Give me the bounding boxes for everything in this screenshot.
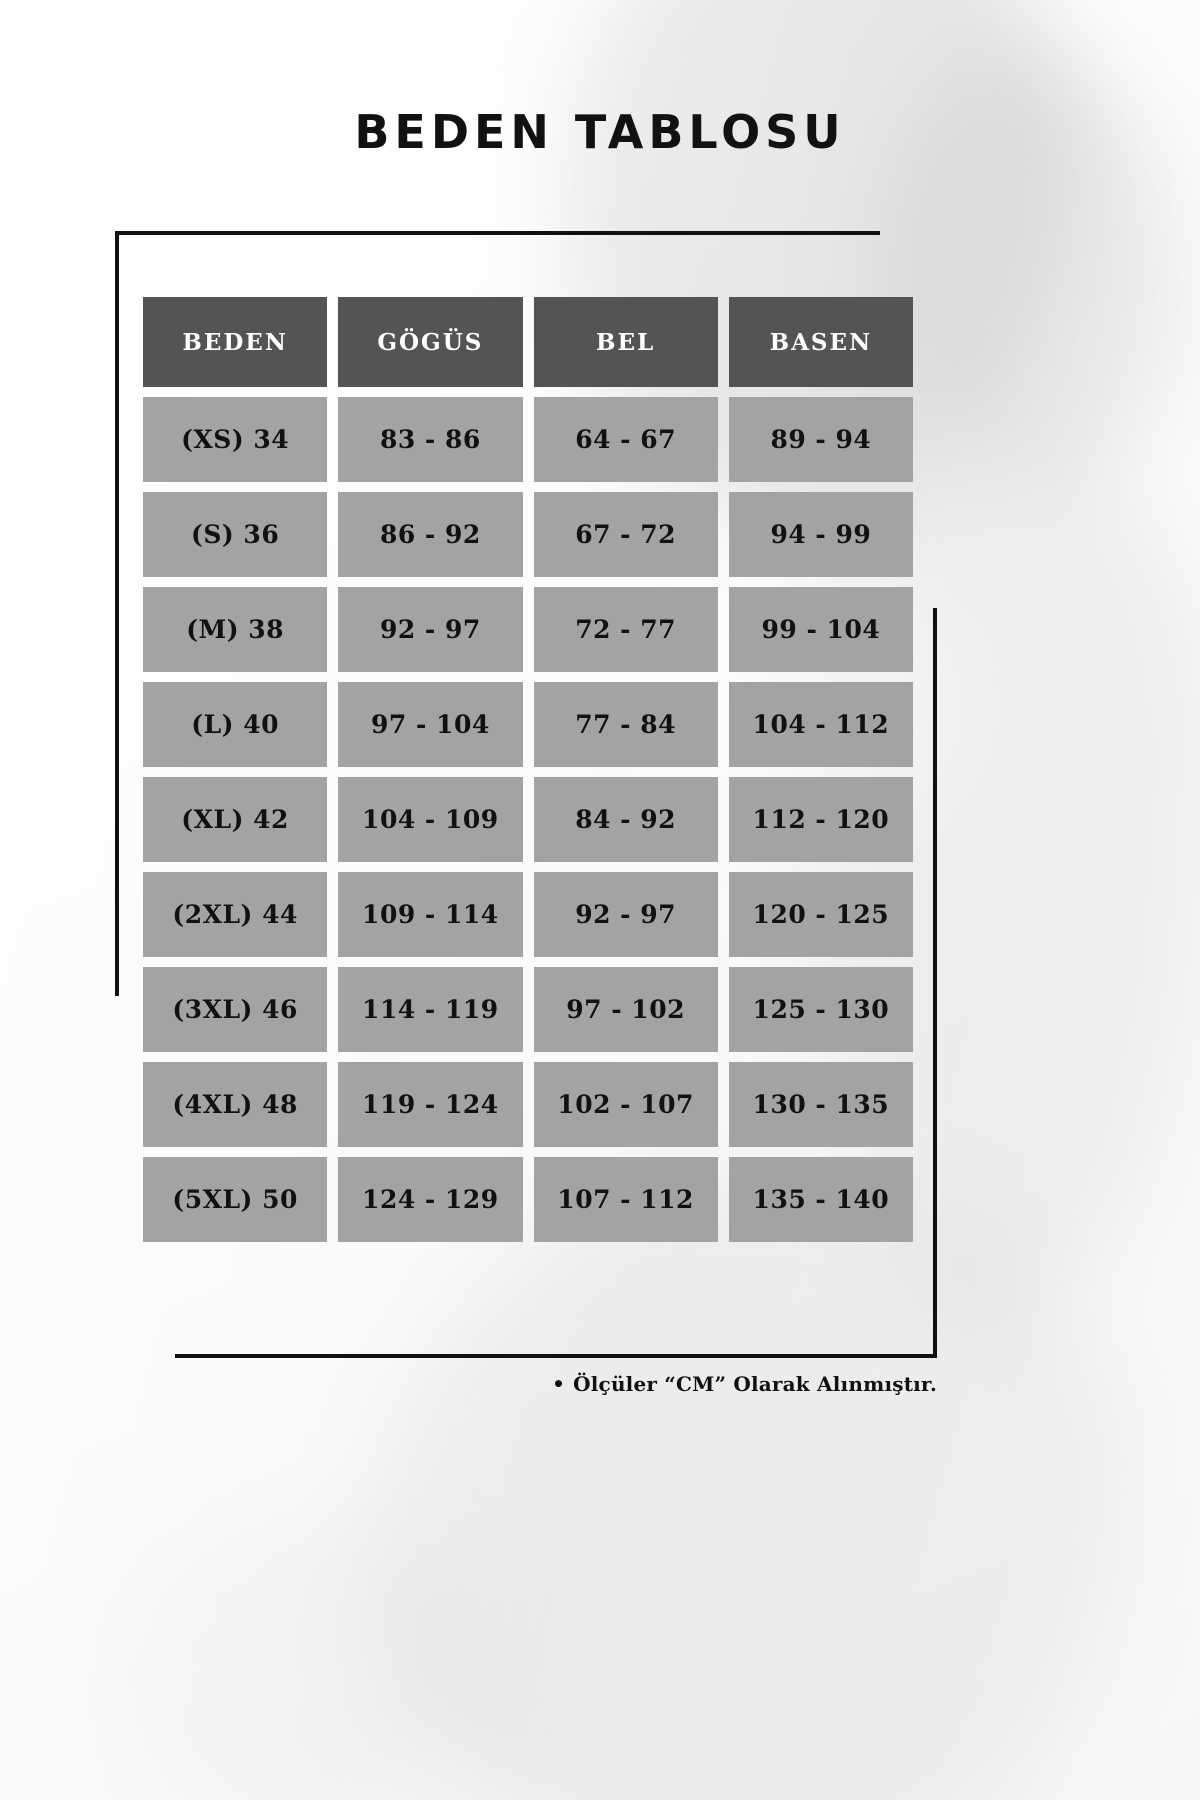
cell-bel: 64 - 67 [533, 397, 718, 482]
table-row: (5XL) 50 124 - 129 107 - 112 135 - 140 [143, 1157, 913, 1242]
table-row: (S) 36 86 - 92 67 - 72 94 - 99 [143, 492, 913, 577]
cell-bel: 67 - 72 [533, 492, 718, 577]
background-blur-shape [360, 1180, 1120, 1800]
cell-bel: 107 - 112 [533, 1157, 718, 1242]
cell-basen: 130 - 135 [728, 1062, 913, 1147]
cell-gogus: 92 - 97 [338, 587, 523, 672]
bracket-top-rule [115, 231, 880, 235]
cell-gogus: 119 - 124 [338, 1062, 523, 1147]
bracket-bottom-rule [175, 1354, 937, 1358]
cell-gogus: 97 - 104 [338, 682, 523, 767]
bracket-left-rule [115, 231, 119, 996]
cell-basen: 120 - 125 [728, 872, 913, 957]
cell-beden: (L) 40 [143, 682, 328, 767]
table-row: (XS) 34 83 - 86 64 - 67 89 - 94 [143, 397, 913, 482]
cell-bel: 92 - 97 [533, 872, 718, 957]
page-title: BEDEN TABLOSU [354, 105, 846, 159]
cell-gogus: 124 - 129 [338, 1157, 523, 1242]
column-header-gogus: GÖGÜS [338, 297, 523, 387]
table-row: (4XL) 48 119 - 124 102 - 107 130 - 135 [143, 1062, 913, 1147]
column-header-basen: BASEN [728, 297, 913, 387]
column-header-beden: BEDEN [143, 297, 328, 387]
bracket-right-rule [933, 608, 937, 1358]
cell-beden: (3XL) 46 [143, 967, 328, 1052]
unit-note-text: Ölçüler “CM” Olarak Alınmıştır. [573, 1372, 937, 1396]
cell-beden: (XL) 42 [143, 777, 328, 862]
background-blur-shape [120, 1520, 480, 1800]
cell-basen: 94 - 99 [728, 492, 913, 577]
background-blur-shape [250, 40, 510, 300]
bullet-icon: • [552, 1372, 566, 1396]
table-row: (2XL) 44 109 - 114 92 - 97 120 - 125 [143, 872, 913, 957]
cell-basen: 89 - 94 [728, 397, 913, 482]
unit-note: • Ölçüler “CM” Olarak Alınmıştır. [0, 1372, 937, 1396]
table-row: (M) 38 92 - 97 72 - 77 99 - 104 [143, 587, 913, 672]
cell-basen: 112 - 120 [728, 777, 913, 862]
cell-beden: (5XL) 50 [143, 1157, 328, 1242]
cell-gogus: 114 - 119 [338, 967, 523, 1052]
cell-gogus: 83 - 86 [338, 397, 523, 482]
table-row: (3XL) 46 114 - 119 97 - 102 125 - 130 [143, 967, 913, 1052]
cell-bel: 102 - 107 [533, 1062, 718, 1147]
cell-basen: 99 - 104 [728, 587, 913, 672]
cell-basen: 125 - 130 [728, 967, 913, 1052]
table-header-row: BEDEN GÖGÜS BEL BASEN [143, 297, 913, 387]
cell-bel: 77 - 84 [533, 682, 718, 767]
cell-beden: (2XL) 44 [143, 872, 328, 957]
cell-gogus: 104 - 109 [338, 777, 523, 862]
cell-bel: 72 - 77 [533, 587, 718, 672]
column-header-bel: BEL [533, 297, 718, 387]
cell-beden: (4XL) 48 [143, 1062, 328, 1147]
cell-gogus: 109 - 114 [338, 872, 523, 957]
table-row: (L) 40 97 - 104 77 - 84 104 - 112 [143, 682, 913, 767]
cell-bel: 97 - 102 [533, 967, 718, 1052]
cell-beden: (M) 38 [143, 587, 328, 672]
cell-beden: (XS) 34 [143, 397, 328, 482]
table-row: (XL) 42 104 - 109 84 - 92 112 - 120 [143, 777, 913, 862]
cell-gogus: 86 - 92 [338, 492, 523, 577]
cell-basen: 104 - 112 [728, 682, 913, 767]
cell-basen: 135 - 140 [728, 1157, 913, 1242]
cell-beden: (S) 36 [143, 492, 328, 577]
cell-bel: 84 - 92 [533, 777, 718, 862]
size-table: BEDEN GÖGÜS BEL BASEN (XS) 34 83 - 86 64… [143, 297, 913, 1252]
